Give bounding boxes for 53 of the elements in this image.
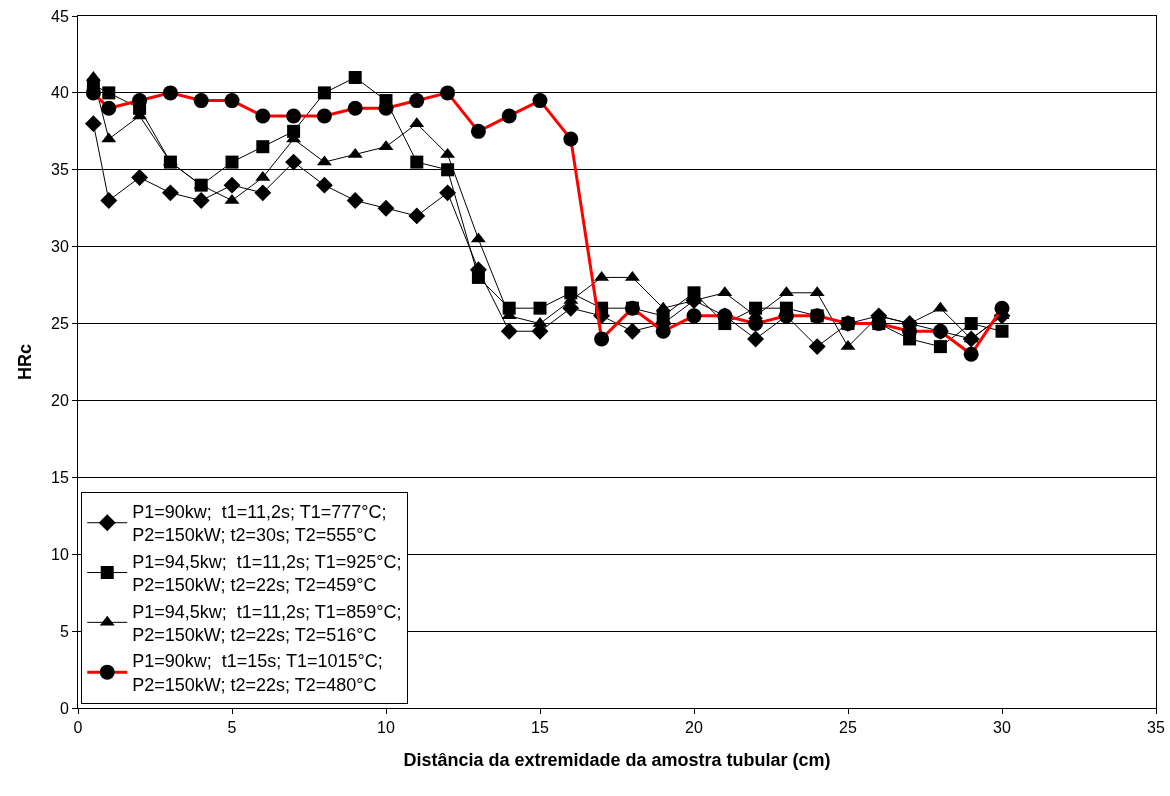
legend-label: P1=90kw; t1=15s; T1=1015°C; P2=150kW; t2=22s; T2=480°C [132,651,383,695]
point [410,155,424,169]
x-tick-label: 5 [227,719,237,737]
y-axis-title: HRc [15,343,36,381]
point [254,184,272,202]
point [933,340,947,354]
point [439,184,457,202]
x-tick-label: 30 [993,719,1011,737]
y-tick-label: 30 [51,238,69,256]
y-tick-label: 0 [59,699,69,717]
point [285,153,303,171]
x-tick-label: 10 [377,719,395,737]
point [471,270,485,284]
point [192,192,210,209]
legend-label: P1=90kw; t1=11,2s; T1=777°C; P2=150kW; t2=30s; T2=555°C [132,502,387,546]
y-tick-label: 15 [51,468,69,486]
legend-label: P1=94,5kw; t1=11,2s; T1=925°C; P2=150kW; t2=22s; T2=459°C [132,551,402,596]
point [348,71,362,85]
point [315,176,333,194]
x-axis-title: Distância da extremidade da amostra tubular (cm) [403,750,831,771]
point [441,163,455,177]
point [84,115,102,133]
point [408,207,426,225]
y-tick-label: 25 [51,315,69,333]
y-tick-label: 10 [51,545,69,563]
x-tick-label: 35 [1147,719,1165,737]
point [225,155,239,169]
point [808,338,826,356]
point [256,140,270,154]
point [102,86,116,100]
point [100,192,118,209]
legend-label: P1=94,5kw; t1=11,2s; T1=859°C; P2=150kW; t2=22s; T2=516°C [132,601,402,646]
point [131,169,149,186]
point [623,322,641,340]
x-tick-label: 0 [73,719,83,737]
point [377,199,395,217]
point [747,330,765,348]
x-tick-label: 15 [531,719,549,737]
y-tick-label: 45 [51,7,69,25]
x-tick-label: 20 [685,719,703,737]
point [500,322,518,340]
y-tick-label: 40 [51,84,69,102]
y-tick-label: 5 [59,622,69,640]
point [964,317,978,331]
point [161,184,179,202]
point [995,324,1009,338]
y-tick-label: 35 [51,161,69,179]
point [317,86,331,100]
point [533,301,547,315]
x-tick-label: 25 [839,719,857,737]
point [223,176,241,194]
y-tick-label: 20 [51,392,69,410]
point [346,192,364,209]
